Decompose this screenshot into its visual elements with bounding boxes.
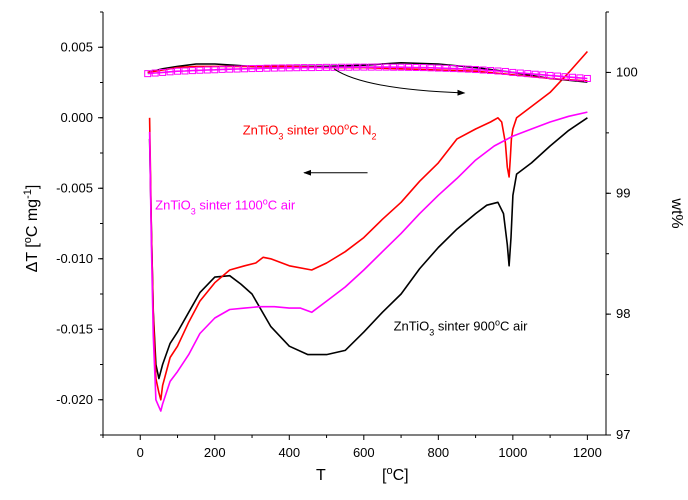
square-marker [211, 66, 219, 74]
square-marker [531, 70, 539, 78]
square-marker [382, 63, 390, 71]
square-marker [449, 65, 457, 73]
x-tick-label: 1000 [498, 445, 527, 460]
square-marker [405, 63, 413, 71]
square-marker [576, 74, 584, 82]
x-tick-label: 1200 [573, 445, 602, 460]
square-marker [442, 64, 450, 72]
square-marker [293, 64, 301, 72]
square-marker [375, 63, 383, 71]
y-right-tick-label: 98 [616, 306, 630, 321]
square-marker [166, 68, 174, 76]
y-axis-label-left: ΔT [oC mg-1] [22, 185, 41, 273]
x-axis: 0 200 400 600 800 1000 1200 [102, 435, 602, 460]
square-marker [308, 64, 316, 72]
square-marker [479, 66, 487, 74]
square-marker [181, 67, 189, 75]
square-marker [300, 64, 308, 72]
x-axis-label: T [316, 467, 326, 484]
annotation-red: ZnTiO3 sinter 900oC N2 [243, 122, 377, 142]
y-axis-label-right: wt% [668, 197, 685, 228]
square-marker [255, 64, 263, 72]
square-marker [278, 64, 286, 72]
square-marker [270, 64, 278, 72]
square-marker [501, 67, 509, 75]
x-tick-label: 0 [137, 445, 144, 460]
square-marker [539, 71, 547, 79]
square-marker [218, 65, 226, 73]
y-left-tick-label: -0.010 [56, 251, 93, 266]
square-marker [345, 63, 353, 71]
square-marker [360, 63, 368, 71]
square-marker [434, 64, 442, 72]
square-marker [144, 70, 152, 78]
y-left-tick-label: 0.005 [60, 39, 93, 54]
square-marker [524, 70, 532, 78]
square-marker [472, 66, 480, 74]
square-marker [568, 73, 576, 81]
square-marker [151, 69, 159, 77]
y-right-tick-label: 100 [616, 64, 638, 79]
dta-series-0 [148, 117, 588, 380]
x-tick-label: 800 [427, 445, 449, 460]
square-marker [203, 66, 211, 74]
y-left-tick-label: -0.020 [56, 392, 93, 407]
series-group [144, 50, 591, 412]
square-marker [583, 74, 591, 82]
tg-series-5 [147, 66, 588, 80]
square-marker [367, 63, 375, 71]
y-right-tick-label: 99 [616, 185, 630, 200]
square-marker [561, 73, 569, 81]
square-marker [419, 64, 427, 72]
annotations-group: ZnTiO3 sinter 900oC N2 ZnTiO3 sinter 1100… [155, 122, 528, 338]
square-marker [188, 67, 196, 75]
square-marker [263, 64, 271, 72]
square-marker [397, 63, 405, 71]
square-marker [337, 63, 345, 71]
square-marker [285, 64, 293, 72]
dta-series-2 [148, 111, 588, 412]
square-marker [457, 65, 465, 73]
square-marker [233, 65, 241, 73]
square-marker [226, 65, 234, 73]
square-marker [390, 63, 398, 71]
square-marker [427, 64, 435, 72]
square-marker [241, 65, 249, 73]
square-marker [330, 63, 338, 71]
x-tick-label: 400 [278, 445, 300, 460]
annotation-black: ZnTiO3 sinter 900oC air [394, 318, 528, 338]
arrow-right [333, 68, 466, 96]
y-axis-left: 0.005 0.000 -0.005 -0.010 -0.015 -0.020 [56, 11, 103, 436]
square-marker [546, 71, 554, 79]
square-marker [464, 65, 472, 73]
square-marker [315, 63, 323, 71]
square-marker [412, 63, 420, 71]
y-axis-right: 97 98 99 100 [606, 11, 638, 442]
arrows-group [303, 68, 466, 176]
dta-series-1 [148, 50, 588, 401]
x-tick-label: 200 [204, 445, 226, 460]
y-left-tick-label: -0.005 [56, 180, 93, 195]
square-marker [494, 67, 502, 75]
y-left-tick-label: -0.015 [56, 321, 93, 336]
square-marker [554, 72, 562, 80]
annotation-magenta: ZnTiO3 sinter 1100oC air [155, 196, 296, 216]
x-axis-unit: [oC] [382, 465, 409, 484]
square-marker [174, 67, 182, 75]
square-marker [352, 63, 360, 71]
square-marker [486, 66, 494, 74]
square-marker [159, 68, 167, 76]
x-tick-label: 600 [353, 445, 375, 460]
y-right-tick-label: 97 [616, 427, 630, 442]
square-marker [248, 65, 256, 73]
y-left-tick-label: 0.000 [60, 110, 93, 125]
square-marker [196, 66, 204, 74]
square-marker [509, 68, 517, 76]
square-marker [516, 69, 524, 77]
square-marker [323, 63, 331, 71]
